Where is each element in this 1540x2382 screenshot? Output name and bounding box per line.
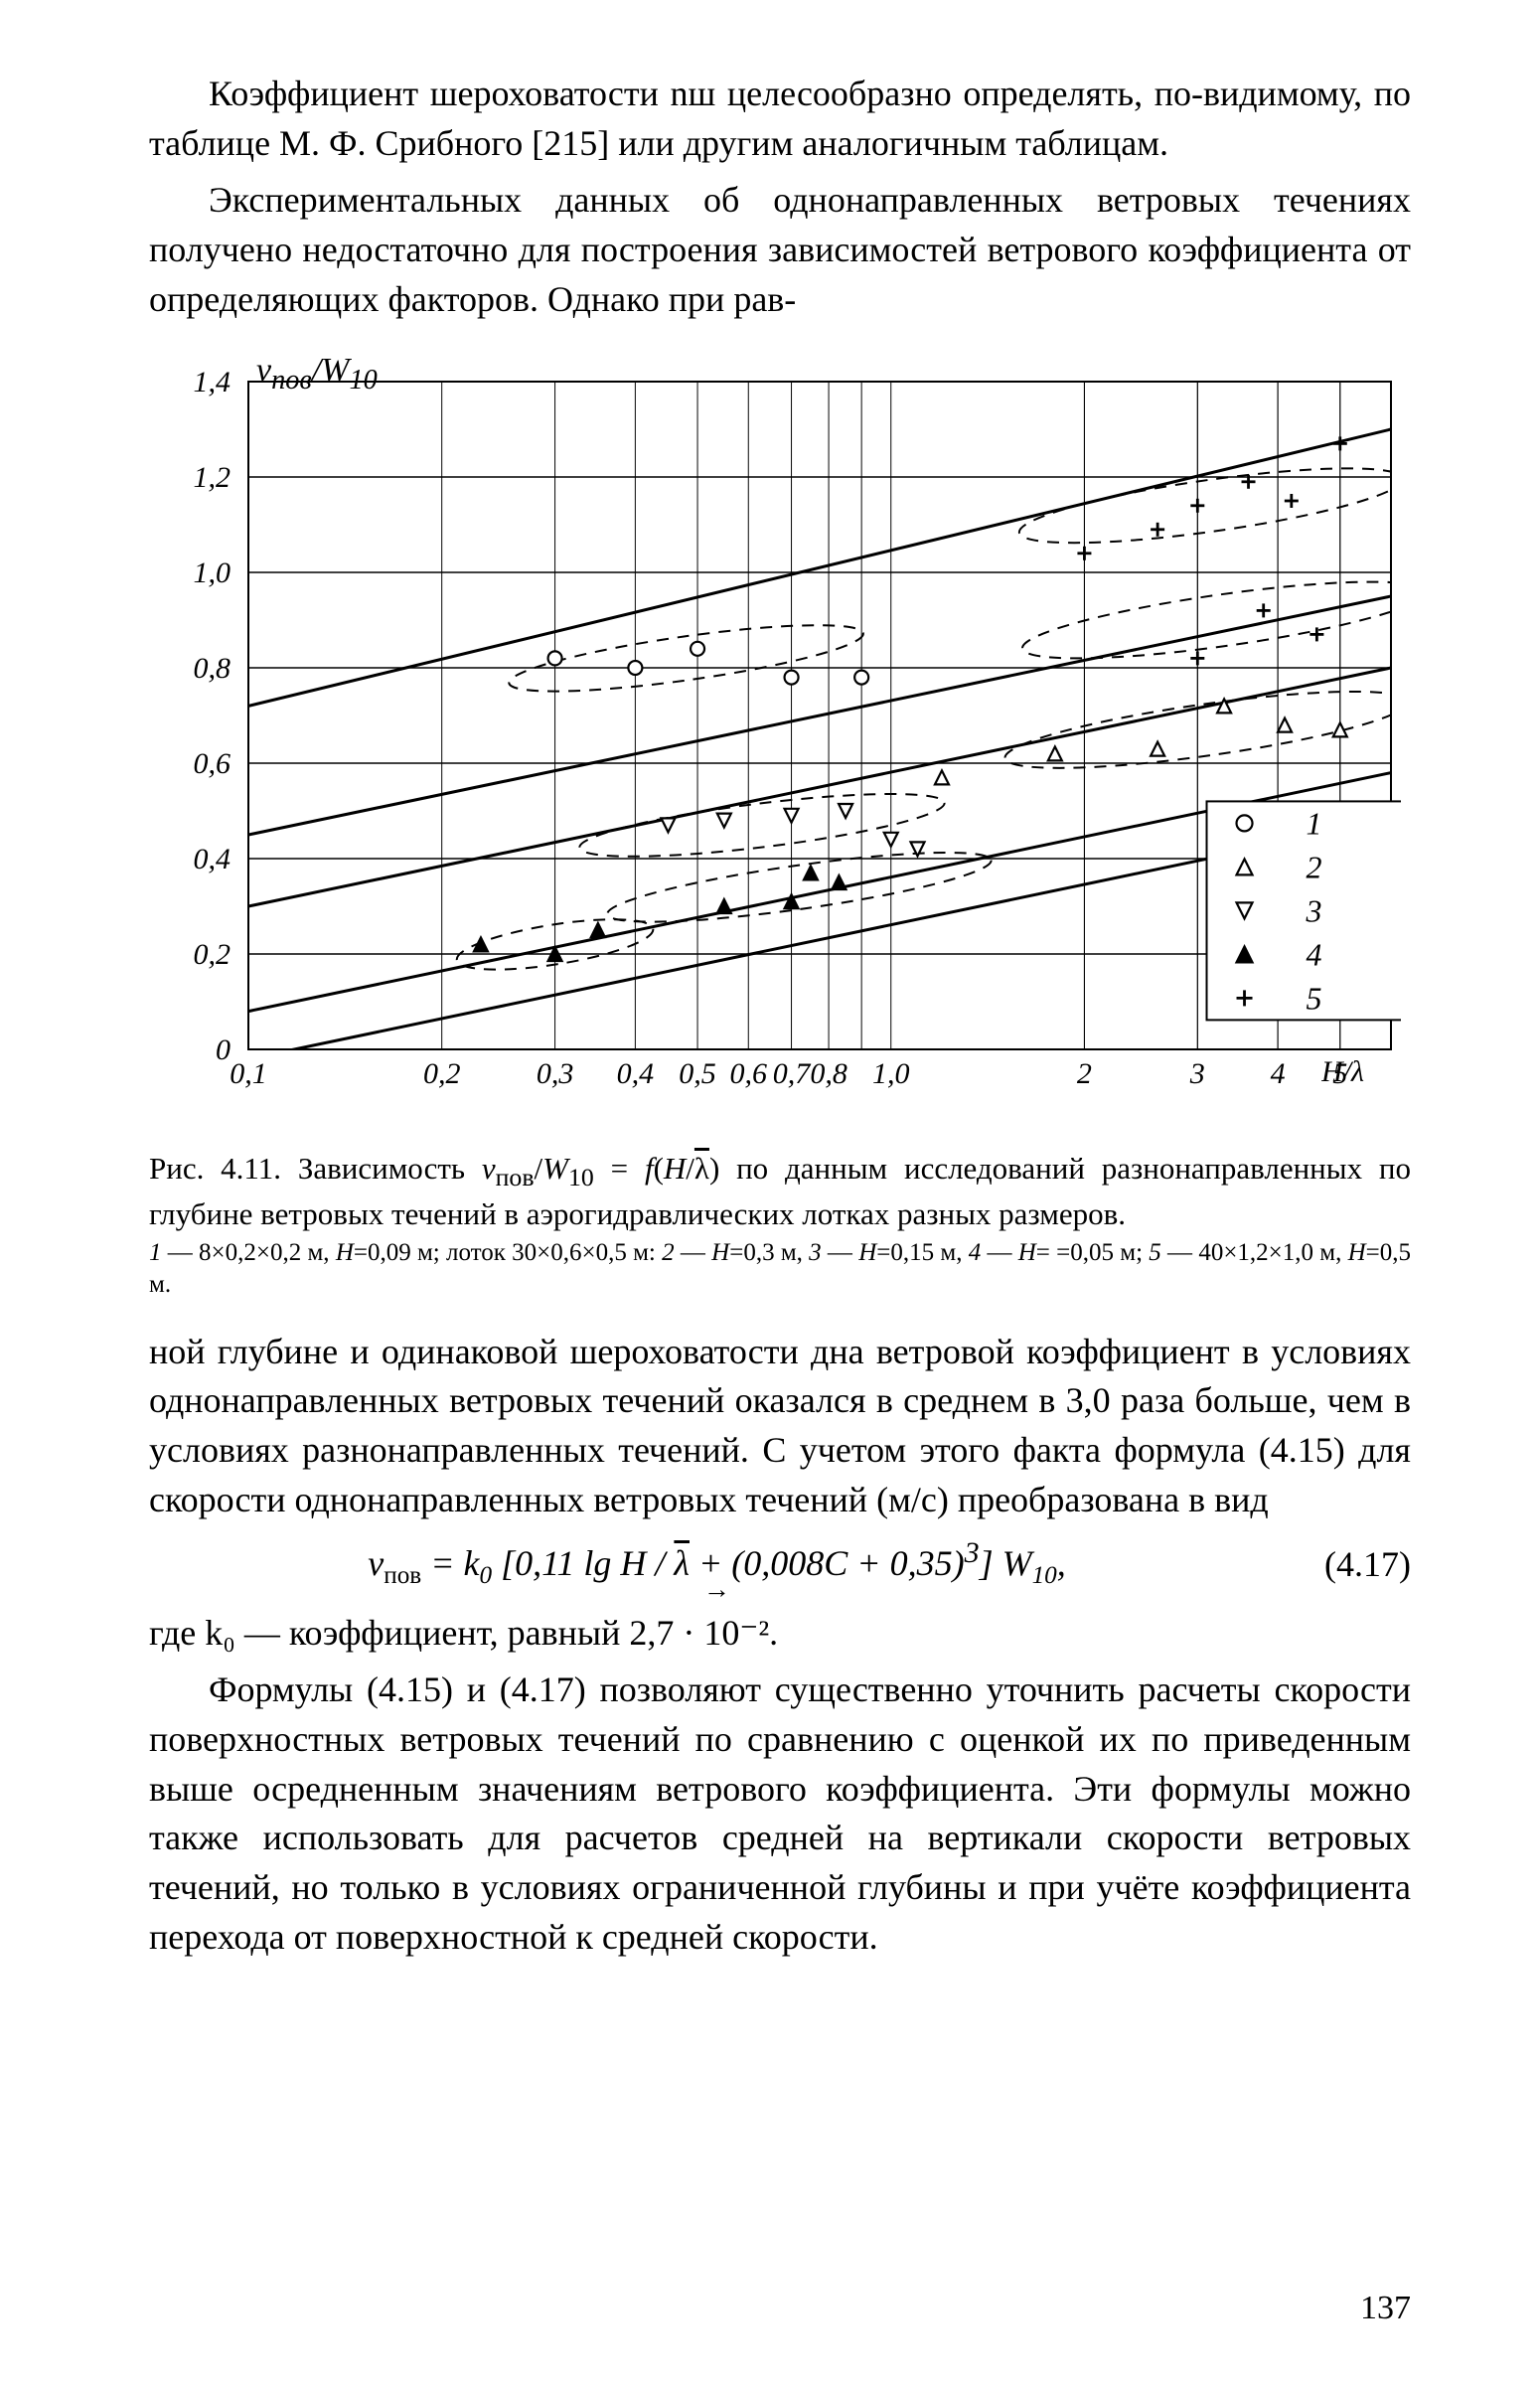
svg-text:3: 3 xyxy=(1189,1057,1205,1090)
paragraph-2: Экспериментальных данных об однонаправле… xyxy=(149,176,1411,324)
svg-text:1,4: 1,4 xyxy=(194,366,231,398)
equation-body: vпов = k0 [0,11 lg H / λ + (0,008C + 0,3… xyxy=(149,1536,1285,1590)
svg-text:0,6: 0,6 xyxy=(194,747,231,780)
page: Коэффициент шероховатости nш целесообраз… xyxy=(0,0,1540,2382)
svg-text:0,5: 0,5 xyxy=(679,1057,716,1090)
svg-text:0,6: 0,6 xyxy=(730,1057,768,1090)
svg-text:0,4: 0,4 xyxy=(617,1057,655,1090)
svg-text:4: 4 xyxy=(1271,1057,1286,1090)
svg-text:0,4: 0,4 xyxy=(194,843,231,875)
page-number: 137 xyxy=(1360,2290,1411,2327)
equation-4-17: vпов = k0 [0,11 lg H / λ + (0,008C + 0,3… xyxy=(149,1536,1411,1590)
svg-text:0,7: 0,7 xyxy=(773,1057,813,1090)
figure-caption: Рис. 4.11. Зависимость vпов/W10 = f(H/λ)… xyxy=(149,1149,1411,1233)
svg-text:1,0: 1,0 xyxy=(194,556,231,589)
svg-text:0,2: 0,2 xyxy=(194,938,231,971)
svg-text:0,3: 0,3 xyxy=(537,1057,574,1090)
svg-text:0,2: 0,2 xyxy=(423,1057,461,1090)
paragraph-4: где k₀ — коэффициент, равный 2,7 · 10⁻². xyxy=(149,1609,1411,1659)
svg-text:1,0: 1,0 xyxy=(872,1057,910,1090)
paragraph-5: Формулы (4.15) и (4.17) позволяют сущест… xyxy=(149,1666,1411,1962)
svg-text:1: 1 xyxy=(1307,806,1322,842)
equation-number: (4.17) xyxy=(1285,1543,1411,1585)
svg-text:2: 2 xyxy=(1307,850,1322,885)
figure-4-11: 0,10,20,30,40,50,60,70,81,02345H/λ00,20,… xyxy=(149,354,1411,1299)
svg-text:1,2: 1,2 xyxy=(194,461,231,494)
svg-text:3: 3 xyxy=(1306,893,1322,929)
svg-text:4: 4 xyxy=(1307,937,1322,973)
paragraph-3: ной глубине и одинаковой шероховатости д… xyxy=(149,1328,1411,1525)
paragraph-1: Коэффициент шероховатости nш целесообраз… xyxy=(149,70,1411,168)
chart-svg: 0,10,20,30,40,50,60,70,81,02345H/λ00,20,… xyxy=(149,354,1401,1119)
svg-text:0: 0 xyxy=(216,1033,231,1066)
figure-caption-details: 1 — 8×0,2×0,2 м, H=0,09 м; лоток 30×0,6×… xyxy=(149,1237,1411,1300)
legend: 1 2 3 4 5 xyxy=(1207,802,1401,1021)
svg-text:5: 5 xyxy=(1307,981,1322,1017)
svg-text:0,8: 0,8 xyxy=(194,652,231,685)
svg-text:0,8: 0,8 xyxy=(810,1057,847,1090)
svg-text:0,1: 0,1 xyxy=(230,1057,267,1090)
svg-text:2: 2 xyxy=(1077,1057,1092,1090)
